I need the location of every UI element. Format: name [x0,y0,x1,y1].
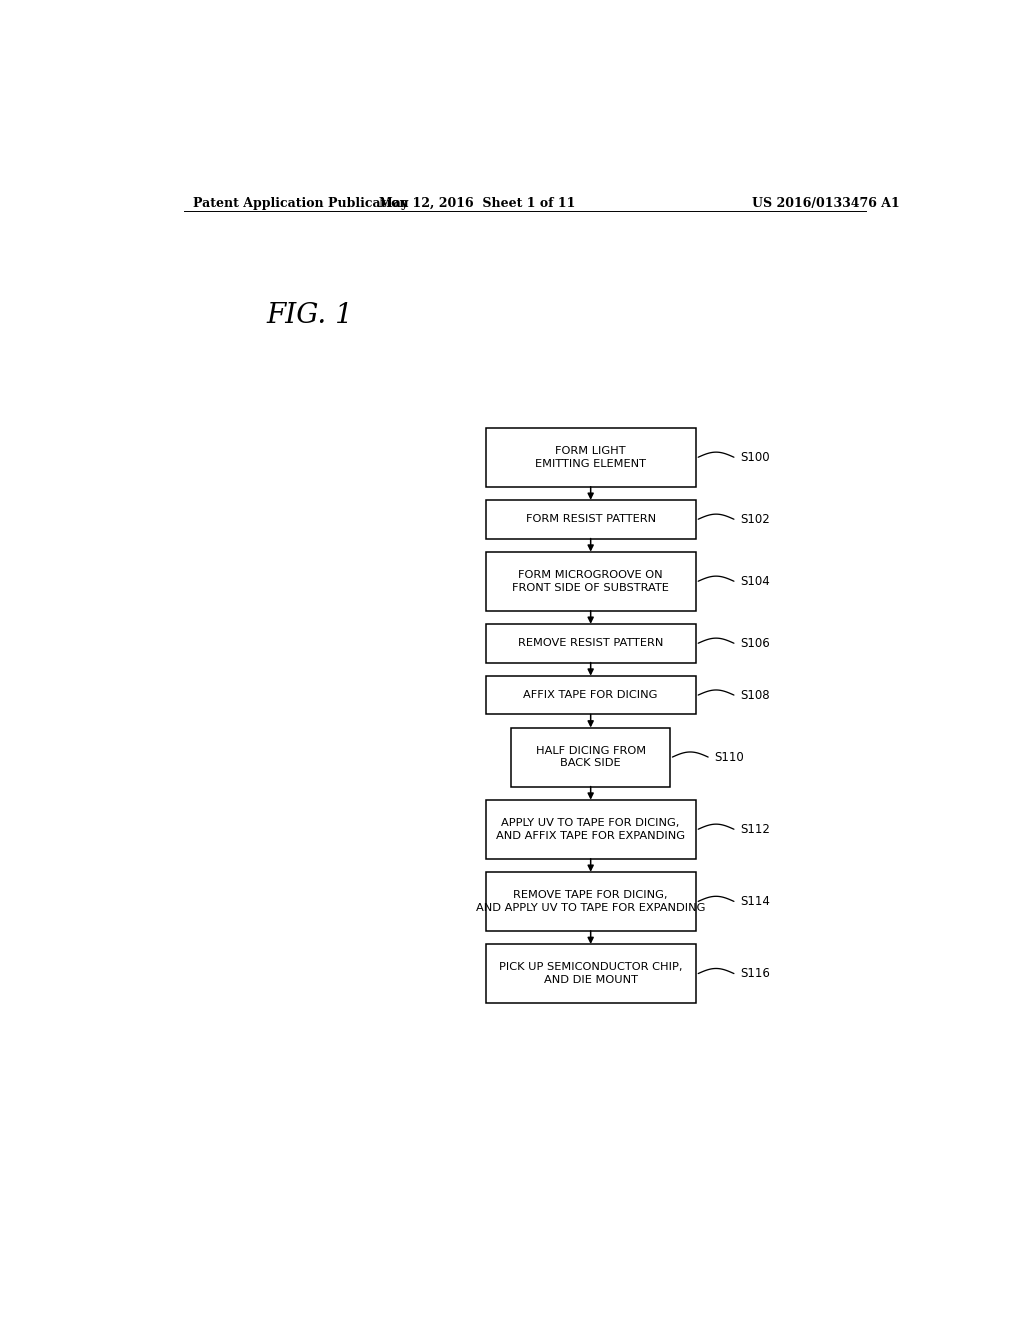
Text: S108: S108 [740,689,770,701]
Text: REMOVE RESIST PATTERN: REMOVE RESIST PATTERN [518,639,664,648]
Text: AFFIX TAPE FOR DICING: AFFIX TAPE FOR DICING [523,690,657,700]
Text: HALF DICING FROM
BACK SIDE: HALF DICING FROM BACK SIDE [536,746,646,768]
Bar [485,944,696,1003]
Text: FIG. 1: FIG. 1 [267,302,353,330]
Text: REMOVE TAPE FOR DICING,
AND APPLY UV TO TAPE FOR EXPANDING: REMOVE TAPE FOR DICING, AND APPLY UV TO … [476,890,706,913]
Text: S116: S116 [740,968,770,979]
Text: S104: S104 [740,574,770,587]
Text: S114: S114 [740,895,770,908]
Bar [485,800,696,859]
Bar [485,428,696,487]
Bar [485,500,696,539]
Text: S110: S110 [715,751,744,763]
Bar [485,676,696,714]
Text: S100: S100 [740,450,770,463]
Bar [511,727,670,787]
Text: Patent Application Publication: Patent Application Publication [194,197,409,210]
Bar [485,624,696,663]
Text: May 12, 2016  Sheet 1 of 11: May 12, 2016 Sheet 1 of 11 [379,197,575,210]
Text: FORM LIGHT
EMITTING ELEMENT: FORM LIGHT EMITTING ELEMENT [536,446,646,469]
Bar [485,552,696,611]
Text: FORM MICROGROOVE ON
FRONT SIDE OF SUBSTRATE: FORM MICROGROOVE ON FRONT SIDE OF SUBSTR… [512,570,669,593]
Text: S102: S102 [740,512,770,525]
Text: FORM RESIST PATTERN: FORM RESIST PATTERN [525,515,655,524]
Text: S112: S112 [740,822,770,836]
Text: US 2016/0133476 A1: US 2016/0133476 A1 [753,197,900,210]
Text: PICK UP SEMICONDUCTOR CHIP,
AND DIE MOUNT: PICK UP SEMICONDUCTOR CHIP, AND DIE MOUN… [499,962,682,985]
Text: S106: S106 [740,636,770,649]
Text: APPLY UV TO TAPE FOR DICING,
AND AFFIX TAPE FOR EXPANDING: APPLY UV TO TAPE FOR DICING, AND AFFIX T… [497,818,685,841]
Bar [485,873,696,931]
